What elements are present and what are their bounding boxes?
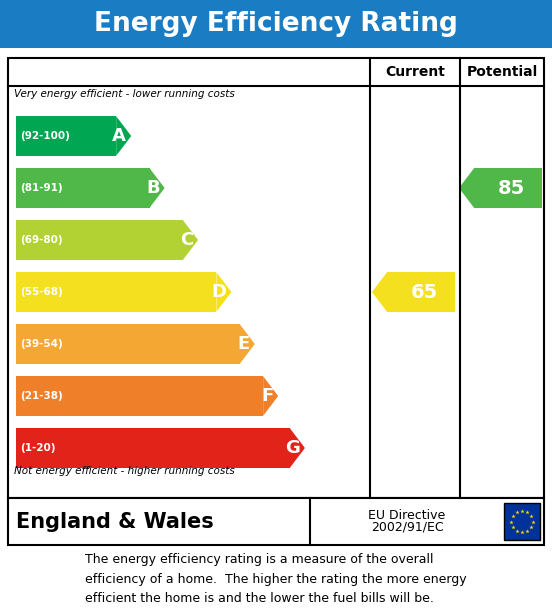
- Text: (55-68): (55-68): [20, 287, 63, 297]
- Text: 65: 65: [410, 283, 438, 302]
- Bar: [387, 272, 455, 312]
- Bar: [16, 220, 183, 260]
- Bar: [16, 168, 150, 208]
- Text: Energy Efficiency Rating: Energy Efficiency Rating: [94, 11, 458, 37]
- Text: (92-100): (92-100): [20, 131, 70, 141]
- Text: Current: Current: [385, 65, 445, 79]
- Polygon shape: [150, 168, 164, 208]
- Bar: [8, 58, 544, 498]
- Bar: [8, 498, 544, 545]
- Text: England & Wales: England & Wales: [16, 511, 214, 531]
- Text: (39-54): (39-54): [20, 339, 63, 349]
- Polygon shape: [183, 220, 198, 260]
- Text: Very energy efficient - lower running costs: Very energy efficient - lower running co…: [14, 89, 235, 99]
- Bar: [16, 272, 216, 312]
- Bar: [16, 116, 116, 156]
- Text: Not energy efficient - higher running costs: Not energy efficient - higher running co…: [14, 466, 235, 476]
- Text: 85: 85: [497, 178, 524, 197]
- Polygon shape: [116, 116, 131, 156]
- Text: (69-80): (69-80): [20, 235, 62, 245]
- Text: EU Directive: EU Directive: [368, 509, 445, 522]
- Polygon shape: [216, 272, 231, 312]
- Text: E: E: [237, 335, 250, 353]
- Polygon shape: [372, 272, 387, 312]
- Polygon shape: [263, 376, 278, 416]
- Bar: [0, 0, 552, 48]
- Bar: [504, 503, 540, 540]
- Bar: [16, 324, 240, 364]
- Bar: [474, 168, 542, 208]
- Polygon shape: [240, 324, 255, 364]
- Text: (81-91): (81-91): [20, 183, 62, 193]
- Bar: [16, 376, 263, 416]
- Text: 2002/91/EC: 2002/91/EC: [371, 521, 443, 534]
- Text: G: G: [285, 439, 300, 457]
- Text: A: A: [113, 127, 126, 145]
- Text: The energy efficiency rating is a measure of the overall
efficiency of a home.  : The energy efficiency rating is a measur…: [85, 554, 467, 604]
- Text: B: B: [146, 179, 160, 197]
- Bar: [16, 428, 290, 468]
- Text: F: F: [261, 387, 273, 405]
- Text: (21-38): (21-38): [20, 391, 63, 401]
- Text: (1-20): (1-20): [20, 443, 56, 453]
- Text: D: D: [211, 283, 226, 301]
- Text: C: C: [180, 231, 193, 249]
- Text: Potential: Potential: [466, 65, 538, 79]
- Polygon shape: [290, 428, 305, 468]
- Polygon shape: [459, 168, 474, 208]
